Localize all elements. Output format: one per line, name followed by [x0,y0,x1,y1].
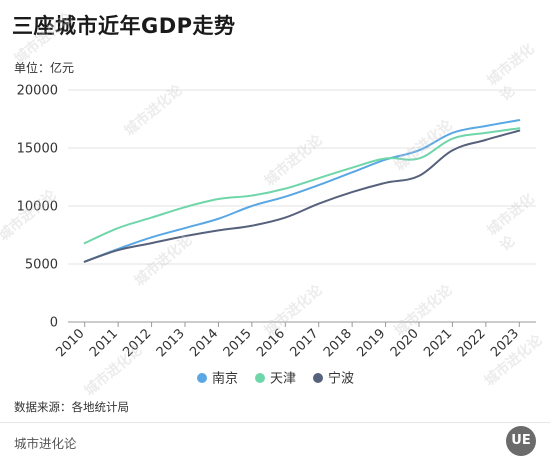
legend-label: 南京 [212,371,238,387]
x-tick-label: 2022 [455,326,489,360]
legend-label: 天津 [270,372,296,387]
legend-marker [197,373,207,383]
grid [68,89,536,323]
series-line-2 [83,129,521,263]
source-note: 数据来源：各地统计局 [14,400,129,414]
x-tick-label: 2018 [321,326,355,360]
legend-marker [255,373,265,383]
legend-label: 宁波 [328,371,354,387]
x-tick-label: 2021 [421,326,455,360]
y-tick-label: 10000 [17,200,58,215]
x-tick-label: 2015 [221,326,255,360]
series-line-0 [83,119,521,263]
x-tick-label: 2019 [354,326,388,360]
chart-title: 三座城市近年GDP走势 [12,14,236,38]
x-tick-label: 2011 [87,326,121,360]
x-tick-label: 2014 [187,326,221,360]
legend: 南京 天津 宁波 [197,371,354,387]
legend-marker [313,373,323,383]
footer-divider [0,422,550,423]
x-tick-label: 2020 [388,326,422,360]
x-tick-label: 2016 [254,326,288,360]
y-axis-ticks: 0 5000 10000 15000 20000 [17,84,58,331]
brand-logo: UE [506,426,536,456]
x-tick-label: 2013 [154,326,188,360]
y-tick-label: 0 [50,316,58,331]
x-tick-label: 2017 [288,326,322,360]
series-line-1 [83,127,521,245]
unit-label: 单位：亿元 [14,61,75,75]
x-axis-ticks: 2010 2011 2012 2013 2014 2015 2016 2017 2018 2019… [54,322,522,360]
x-tick-label: 2010 [54,326,88,360]
x-tick-label: 2012 [120,326,154,360]
y-tick-label: 5000 [25,258,58,273]
series-lines [83,119,521,263]
y-tick-label: 20000 [17,84,58,99]
y-tick-label: 15000 [17,142,58,157]
x-tick-label: 2023 [488,326,522,360]
brand-name: 城市进化论 [14,436,77,451]
